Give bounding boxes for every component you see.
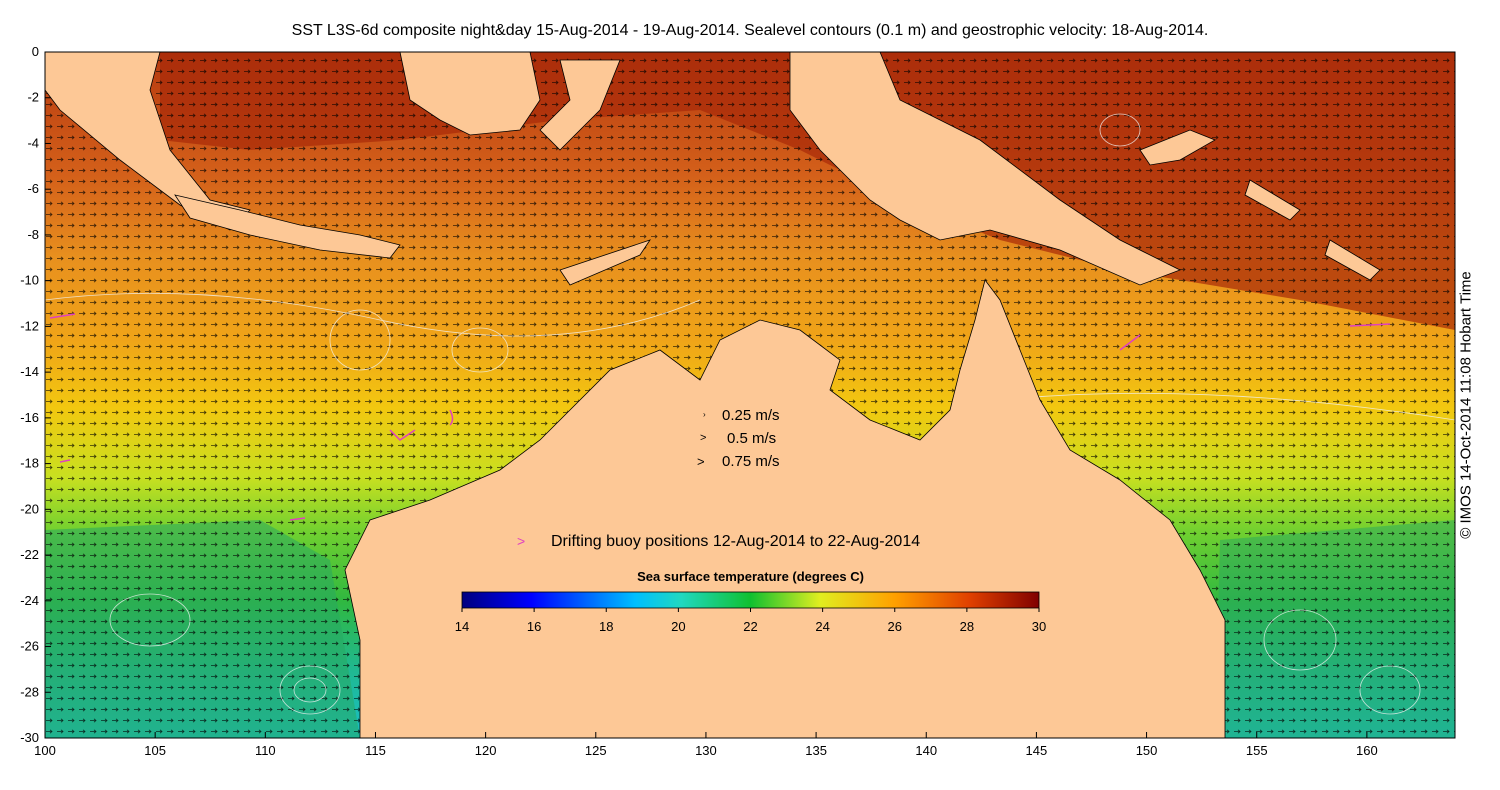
lat-tick-label: -6 — [27, 181, 39, 196]
buoy-legend-label: Drifting buoy positions 12-Aug-2014 to 2… — [551, 533, 921, 550]
lat-axis: 0 -2 -4 -6 -8 -10 -12 -14 -16 -18 -20 -22 -24 -26 -28 -… — [20, 44, 51, 745]
lon-tick-label: 115 — [365, 743, 386, 758]
colorbar — [461, 591, 1040, 609]
velocity-legend-label-1: 0.25 m/s — [722, 407, 780, 424]
lat-tick-label: -22 — [20, 547, 39, 562]
velocity-legend-label-3: 0.75 m/s — [722, 453, 780, 470]
velocity-legend-label-2: 0.5 m/s — [727, 430, 777, 447]
credit-text: © IMOS 14-Oct-2014 11:08 Hobart Time — [1457, 271, 1475, 539]
colorbar-tick-label: 20 — [671, 619, 685, 634]
colorbar-tick-label: 18 — [599, 619, 613, 634]
colorbar-tick-label: 26 — [888, 619, 902, 634]
lon-tick-label: 155 — [1246, 743, 1268, 758]
velocity-legend-arrow-small: › — [703, 410, 706, 419]
colorbar-tick-label: 24 — [815, 619, 829, 634]
lon-tick-label: 160 — [1356, 743, 1378, 758]
lon-tick-label: 125 — [585, 743, 607, 758]
lat-tick-label: -26 — [20, 639, 39, 654]
colorbar-tick-label: 14 — [455, 619, 469, 634]
lon-tick-label: 140 — [915, 743, 937, 758]
land-solomons-2 — [1324, 239, 1381, 281]
land-solomons — [1244, 179, 1301, 221]
lat-tick-label: -10 — [20, 273, 39, 288]
lat-tick-label: -18 — [20, 456, 39, 471]
lon-tick-label: 120 — [475, 743, 497, 758]
land-timor — [559, 239, 651, 286]
land-borneo — [399, 51, 541, 136]
land — [44, 51, 1381, 739]
lon-tick-label: 150 — [1136, 743, 1158, 758]
lat-tick-label: -24 — [20, 593, 39, 608]
lon-axis: 100 105 110 115 120 125 130 135 140 145 150 155 160 — [34, 732, 1378, 758]
lat-tick-label: -30 — [20, 730, 39, 745]
lat-tick-label: -14 — [20, 364, 39, 379]
land-new-britain — [1139, 129, 1216, 166]
buoy-legend-marker: > — [517, 533, 526, 549]
lat-tick-label: -20 — [20, 501, 39, 516]
lon-tick-label: 105 — [144, 743, 166, 758]
colorbar-tick-label: 28 — [960, 619, 974, 634]
land-new-guinea — [789, 51, 1181, 286]
sealevel-contours — [44, 113, 1456, 715]
colorbar-tick-label: 22 — [743, 619, 757, 634]
lon-tick-label: 145 — [1026, 743, 1048, 758]
lon-tick-label: 135 — [805, 743, 827, 758]
land-sulawesi — [539, 59, 621, 151]
map-frame — [44, 51, 1456, 739]
lat-tick-label: -16 — [20, 410, 39, 425]
page-title: SST L3S-6d composite night&day 15-Aug-20… — [291, 22, 1209, 39]
land-java — [174, 194, 401, 259]
colorbar-tick-label: 30 — [1032, 619, 1046, 634]
lon-tick-label: 130 — [695, 743, 717, 758]
buoy-tracks — [49, 313, 1391, 521]
lat-tick-label: 0 — [32, 44, 39, 59]
lat-tick-label: -8 — [27, 227, 39, 242]
lon-tick-label: 110 — [255, 743, 276, 758]
credit: © IMOS 14-Oct-2014 11:08 Hobart Time — [1458, 271, 1475, 539]
lat-tick-label: -28 — [20, 684, 39, 699]
lon-tick-label: 100 — [34, 743, 56, 758]
lat-tick-label: -2 — [27, 90, 39, 105]
lat-tick-label: -4 — [27, 135, 39, 150]
velocity-legend-arrow-large: > — [697, 454, 705, 469]
lat-tick-label: -12 — [20, 318, 39, 333]
land-australia — [344, 279, 1226, 739]
velocity-legend-arrow-medium: > — [700, 432, 707, 444]
colorbar-title: Sea surface temperature (degrees C) — [637, 569, 864, 584]
colorbar-tick-label: 16 — [527, 619, 541, 634]
colorbar-ticks: 14 16 18 20 22 24 26 28 30 — [455, 608, 1046, 634]
